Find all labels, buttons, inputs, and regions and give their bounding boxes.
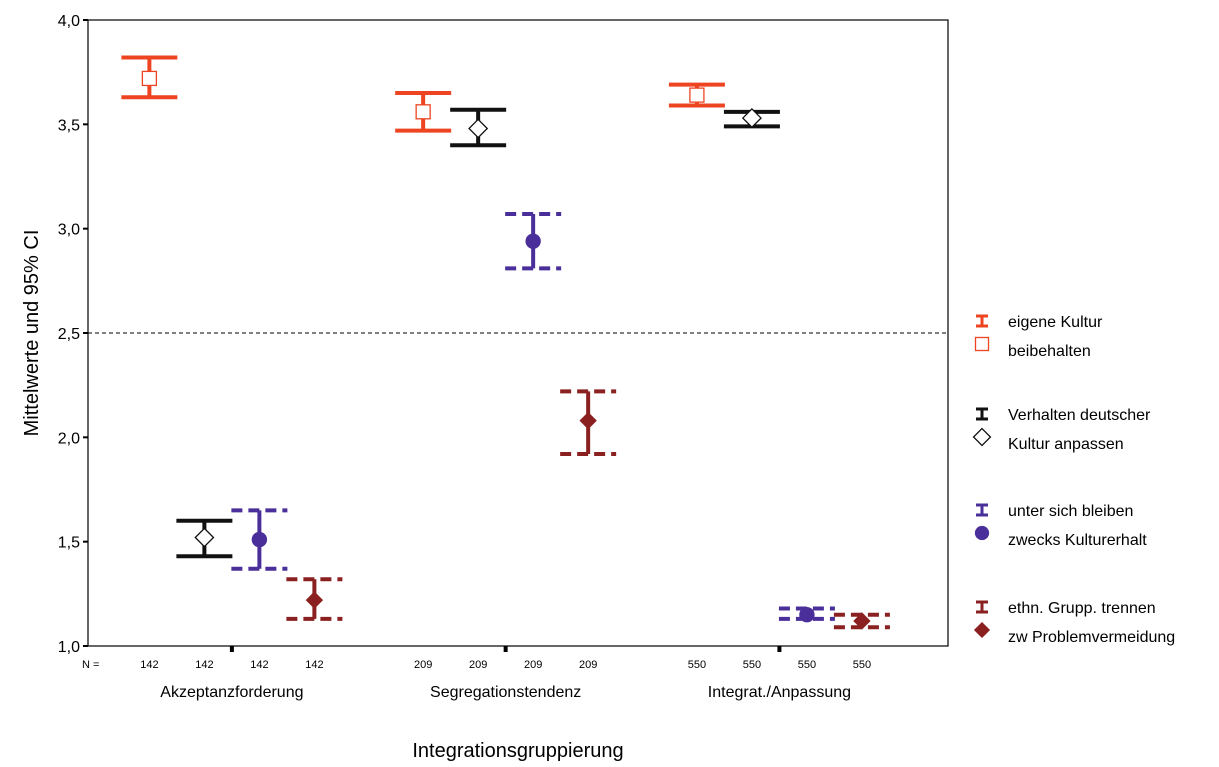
error-bar — [668, 82, 725, 108]
legend-label: Kultur anpassen — [1008, 436, 1124, 453]
n-label: 209 — [469, 659, 487, 671]
open-diamond-marker — [972, 427, 992, 447]
error-bar — [176, 518, 233, 559]
y-axis: 1,0 1,5 2,0 2,5 3,0 3,5 4,0 — [58, 13, 88, 656]
legend-label: eigene Kultur — [1008, 314, 1103, 331]
n-label: 142 — [140, 659, 158, 671]
n-label: 142 — [305, 659, 323, 671]
open-square-marker — [415, 104, 431, 120]
y-tick-label: 2,5 — [58, 326, 80, 343]
y-tick-label: 2,0 — [58, 430, 80, 447]
category-label: Segregationstendenz — [430, 684, 581, 701]
error-bar — [505, 212, 562, 271]
n-prefix: N = — [82, 659, 99, 671]
y-axis-title: Mittelwerte und 95% CI — [21, 230, 43, 437]
legend-label: Verhalten deutscher — [1008, 407, 1151, 424]
category-labels: Akzeptanzforderung Segregationstendenz Int… — [160, 684, 851, 701]
error-bar — [778, 606, 835, 623]
y-tick-label: 1,0 — [58, 639, 80, 656]
open-diamond-marker — [741, 108, 762, 129]
error-bar — [450, 107, 507, 148]
x-axis-title: Integrationsgruppierung — [412, 740, 623, 762]
n-label: 209 — [579, 659, 597, 671]
filled-circle-marker — [525, 233, 541, 249]
open-diamond-marker — [194, 527, 215, 548]
open-diamond-marker — [468, 118, 489, 139]
filled-circle-marker — [251, 531, 268, 548]
n-label: 550 — [853, 659, 871, 671]
filled-diamond-marker — [305, 591, 324, 609]
error-bar — [560, 389, 617, 457]
y-tick-label: 3,5 — [58, 117, 80, 134]
legend-entry: eigene Kultur beibehalten — [974, 314, 1103, 360]
x-axis — [229, 646, 782, 652]
legend-label: zw Problemvermeidung — [1008, 629, 1175, 646]
legend-entry: ethn. Grupp. trennen zw Problemvermeidung — [973, 600, 1175, 646]
open-square-marker — [689, 87, 705, 103]
legend-label: ethn. Grupp. trennen — [1008, 600, 1156, 617]
category-label: Integrat./Anpassung — [708, 684, 851, 701]
n-label: 209 — [524, 659, 542, 671]
n-label: 209 — [414, 659, 432, 671]
open-square-marker — [974, 336, 990, 352]
filled-diamond-marker — [973, 621, 991, 639]
category-label: Akzeptanzforderung — [160, 684, 303, 701]
y-tick-label: 3,0 — [58, 222, 80, 239]
legend-entry: unter sich bleiben zwecks Kulturerhalt — [974, 503, 1147, 549]
n-label: 142 — [250, 659, 268, 671]
error-bar — [286, 577, 343, 621]
legend-label: beibehalten — [1008, 343, 1091, 360]
legend-label: unter sich bleiben — [1008, 503, 1133, 520]
error-bars — [121, 55, 890, 630]
error-bar — [395, 91, 452, 133]
error-bar — [121, 55, 178, 100]
n-label: 550 — [798, 659, 816, 671]
filled-circle-marker — [799, 607, 815, 623]
error-bar — [833, 612, 890, 630]
legend-label: zwecks Kulturerhalt — [1008, 532, 1147, 549]
filled-diamond-marker — [579, 411, 597, 430]
n-label: 142 — [195, 659, 213, 671]
error-bar — [723, 108, 780, 129]
y-tick-label: 4,0 — [58, 13, 80, 30]
legend-entry: Verhalten deutscher Kultur anpassen — [972, 407, 1151, 453]
n-label: 550 — [743, 659, 761, 671]
y-tick-label: 1,5 — [58, 535, 80, 552]
error-bar — [231, 508, 288, 571]
open-square-marker — [141, 70, 158, 87]
n-row: N = 142 142 142 142 209 209 209 209 550 550 550 550 — [82, 659, 871, 671]
filled-circle-marker — [974, 525, 990, 541]
filled-diamond-marker — [853, 612, 871, 630]
legend: eigene Kultur beibehalten Verhalten deutsc… — [972, 314, 1175, 646]
n-label: 550 — [688, 659, 706, 671]
